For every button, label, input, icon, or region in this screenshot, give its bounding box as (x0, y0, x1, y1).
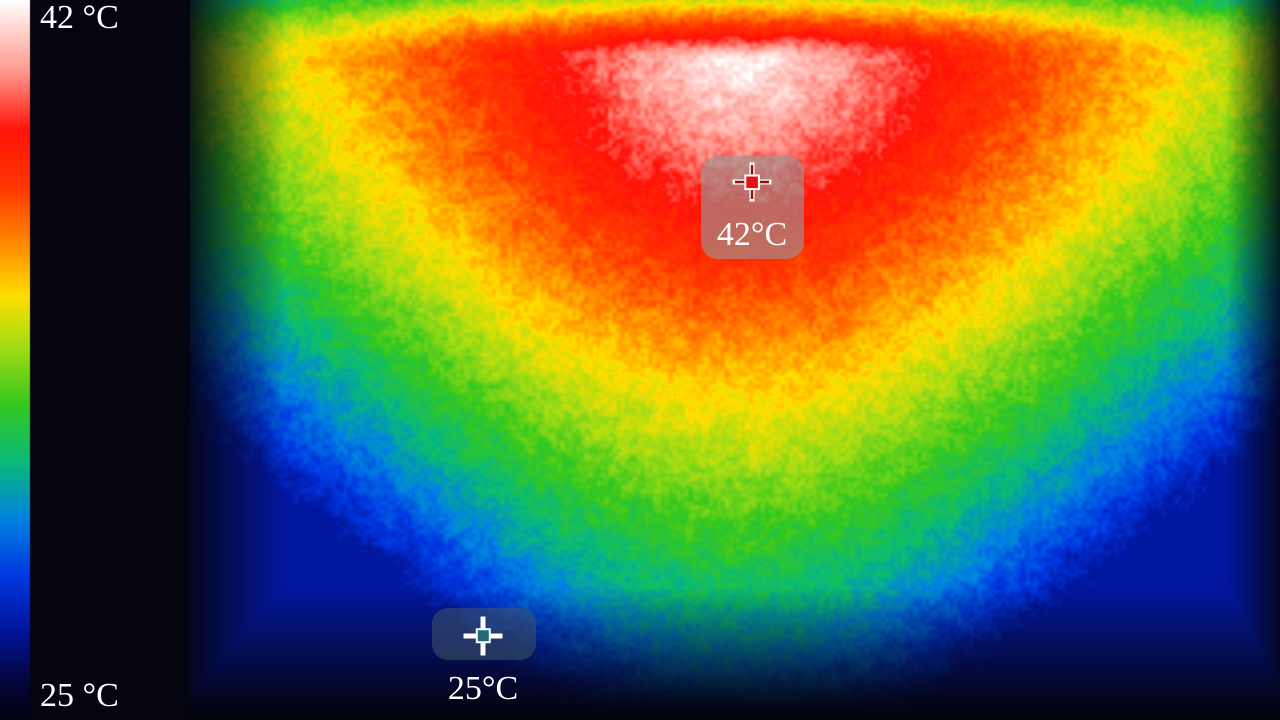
svg-text:25°C: 25°C (448, 670, 518, 707)
